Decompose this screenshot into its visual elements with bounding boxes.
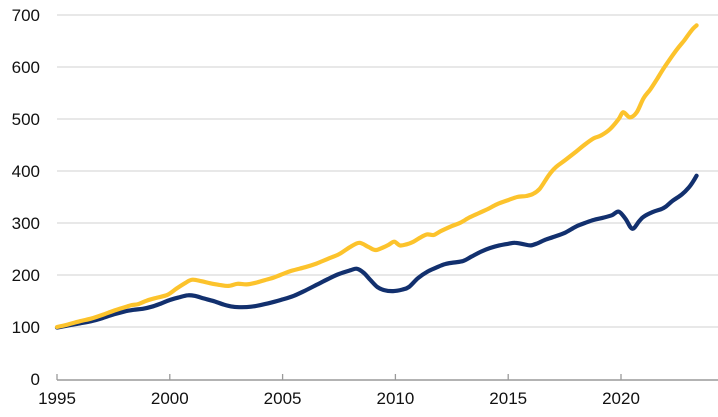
y-axis-tick-label: 600 bbox=[12, 58, 40, 77]
y-axis-labels: 0 100 200 300 400 500 600 700 bbox=[12, 6, 40, 389]
y-axis-tick-label: 300 bbox=[12, 214, 40, 233]
y-axis-tick-label: 0 bbox=[31, 370, 40, 389]
x-axis-tick-label: 2000 bbox=[151, 389, 189, 408]
y-axis-tick-label: 200 bbox=[12, 266, 40, 285]
y-axis-tick-label: 500 bbox=[12, 110, 40, 129]
y-axis-tick-label: 100 bbox=[12, 318, 40, 337]
y-axis-tick-label: 400 bbox=[12, 162, 40, 181]
y-gridlines bbox=[57, 14, 718, 328]
series-lines bbox=[54, 23, 699, 330]
x-axis-labels: 1995 2000 2005 2010 2015 2020 bbox=[38, 389, 640, 408]
x-axis-tick-label: 2020 bbox=[602, 389, 640, 408]
y-axis-tick-label: 700 bbox=[12, 6, 40, 25]
series-path-gold-line bbox=[54, 23, 699, 330]
x-axis-ticks bbox=[56, 374, 622, 380]
series-path-navy-line bbox=[54, 173, 699, 330]
x-axis-tick-label: 2005 bbox=[264, 389, 302, 408]
x-axis-tick-label: 2015 bbox=[489, 389, 527, 408]
x-axis-tick-label: 1995 bbox=[38, 389, 76, 408]
x-axis-tick-label: 2010 bbox=[376, 389, 414, 408]
